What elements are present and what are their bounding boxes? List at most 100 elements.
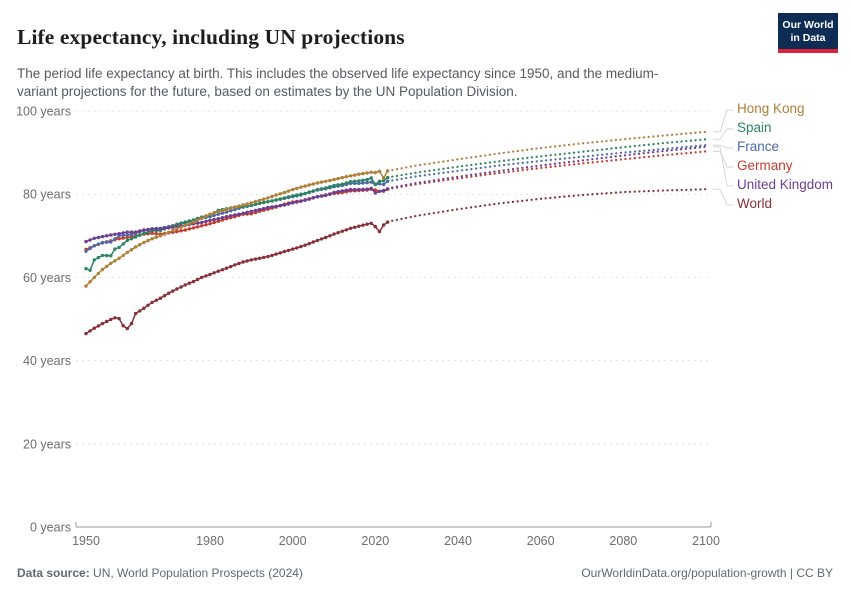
legend-item-spain[interactable]: Spain: [737, 120, 772, 135]
data-point: [125, 326, 129, 331]
data-point: [270, 205, 274, 209]
data-point: [291, 194, 295, 198]
data-point: [369, 170, 373, 174]
data-point: [373, 224, 377, 229]
data-point: [328, 185, 332, 189]
data-point: [204, 219, 208, 224]
data-point: [212, 213, 216, 218]
legend-connector: [713, 150, 733, 168]
data-point: [154, 235, 158, 239]
data-point: [274, 198, 278, 202]
data-point: [175, 229, 179, 234]
data-point: [125, 235, 129, 240]
data-point: [175, 227, 179, 231]
data-point: [245, 259, 249, 263]
data-point: [175, 287, 179, 291]
legend-item-united-kingdom[interactable]: United Kingdom: [737, 177, 834, 192]
data-point: [220, 211, 225, 215]
legend-item-world[interactable]: World: [737, 196, 773, 211]
data-point: [167, 291, 171, 295]
data-point: [212, 211, 216, 215]
data-point: [183, 228, 187, 232]
data-point: [92, 326, 97, 330]
data-point: [332, 232, 336, 236]
data-point: [253, 200, 258, 204]
data-point: [340, 182, 344, 186]
data-point: [377, 169, 382, 173]
observed-line: [85, 188, 389, 251]
data-point: [167, 230, 171, 235]
data-point: [220, 208, 225, 213]
data-point: [336, 231, 340, 235]
data-point: [274, 204, 278, 208]
data-point: [204, 214, 208, 218]
data-point: [96, 235, 101, 240]
data-point: [249, 203, 253, 208]
data-point: [257, 201, 262, 206]
data-point: [125, 233, 129, 237]
data-point: [348, 226, 353, 230]
data-point: [319, 237, 324, 241]
data-point: [84, 267, 88, 271]
data-point: [357, 187, 361, 192]
data-point: [361, 223, 365, 227]
owid-logo[interactable]: Our World in Data: [778, 13, 838, 53]
legend-item-germany[interactable]: Germany: [737, 158, 793, 173]
data-point: [361, 171, 365, 176]
data-point: [386, 179, 390, 183]
data-point: [212, 220, 216, 225]
legend-connector: [713, 188, 733, 206]
data-point: [96, 324, 101, 328]
data-point: [328, 234, 332, 238]
data-source-note: Data source: UN, World Population Prospe…: [17, 566, 303, 580]
legend-item-france[interactable]: France: [737, 139, 780, 154]
data-point: [150, 231, 154, 235]
data-point: [348, 187, 353, 192]
data-point: [303, 191, 307, 196]
data-point: [195, 225, 200, 229]
data-point: [299, 185, 303, 189]
data-point: [133, 245, 138, 249]
data-point: [96, 271, 101, 276]
data-point: [109, 261, 113, 265]
data-point: [377, 179, 382, 183]
data-point: [138, 309, 142, 313]
data-point: [84, 239, 88, 244]
data-point: [270, 199, 274, 203]
data-point: [241, 260, 245, 264]
data-point: [100, 253, 105, 258]
data-point: [319, 180, 324, 184]
data-point: [286, 195, 291, 199]
data-point: [121, 253, 125, 258]
data-point: [336, 190, 340, 194]
data-point: [105, 234, 109, 238]
data-point: [324, 193, 328, 198]
data-source-text: UN, World Population Prospects (2024): [89, 566, 303, 580]
data-point: [121, 233, 125, 238]
data-point: [142, 228, 146, 232]
x-tick-label: 2040: [444, 534, 472, 548]
projection-line: [386, 145, 708, 190]
data-point: [381, 182, 386, 187]
data-point: [138, 229, 142, 233]
data-point: [129, 248, 134, 252]
data-point: [158, 234, 163, 238]
data-point: [315, 187, 320, 192]
legend-item-hong-kong[interactable]: Hong Kong: [737, 101, 805, 116]
data-point: [146, 230, 150, 234]
data-point: [249, 258, 253, 262]
data-point: [257, 207, 262, 212]
data-point: [319, 187, 324, 191]
data-point: [96, 255, 101, 260]
data-point: [224, 215, 229, 219]
x-tick-label: 2100: [692, 534, 720, 548]
data-point: [88, 246, 92, 251]
data-point: [299, 192, 303, 196]
owid-license-link[interactable]: OurWorldinData.org/population-growth | C…: [581, 566, 833, 580]
data-point: [200, 275, 204, 280]
data-point: [84, 284, 88, 288]
data-point: [377, 189, 382, 193]
data-point: [348, 180, 353, 184]
data-point: [274, 193, 278, 197]
data-point: [303, 198, 307, 202]
